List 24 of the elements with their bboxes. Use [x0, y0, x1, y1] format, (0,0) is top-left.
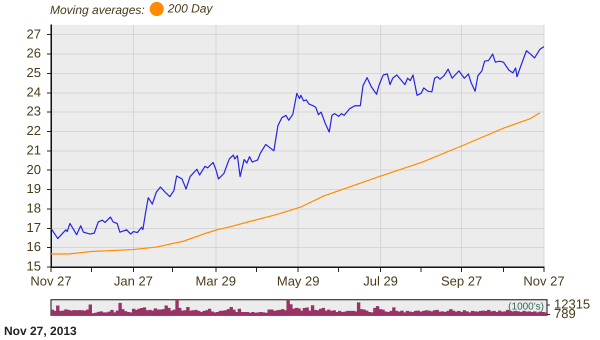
y-tick-label: 19 [26, 181, 41, 196]
x-tick-label: Jan 27 [114, 273, 153, 288]
y-tick-label: 24 [26, 84, 41, 100]
y-tick-label: 21 [26, 142, 41, 158]
y-tick-label: 22 [26, 123, 41, 138]
x-tick-label: Sep 27 [441, 273, 482, 288]
legend-title: Moving averages: [50, 3, 145, 17]
y-axis-title: (1000's) [508, 302, 544, 313]
y-tick-label: 26 [26, 46, 41, 61]
y-tick-label: 16 [26, 239, 41, 254]
y-tick-label: 27 [26, 26, 41, 42]
y-tick-label: 17 [26, 220, 41, 235]
legend-label: 200 Day [166, 1, 214, 16]
y-tick-label: 20 [26, 162, 41, 177]
y-tick-label: 18 [26, 200, 41, 216]
x-tick-label: Jul 29 [363, 273, 398, 288]
x-tick-label: Mar 29 [196, 273, 236, 288]
x-tick-label: May 29 [276, 273, 320, 288]
y-tick-label: 15 [26, 258, 41, 274]
x-tick-label: Nov 27 [30, 273, 72, 288]
x-tick-label: Nov 27 [523, 273, 565, 288]
text: Nov 27, 2013 [4, 324, 77, 338]
y-tick-label: 25 [26, 64, 41, 80]
y-tick-label: 23 [26, 104, 41, 119]
